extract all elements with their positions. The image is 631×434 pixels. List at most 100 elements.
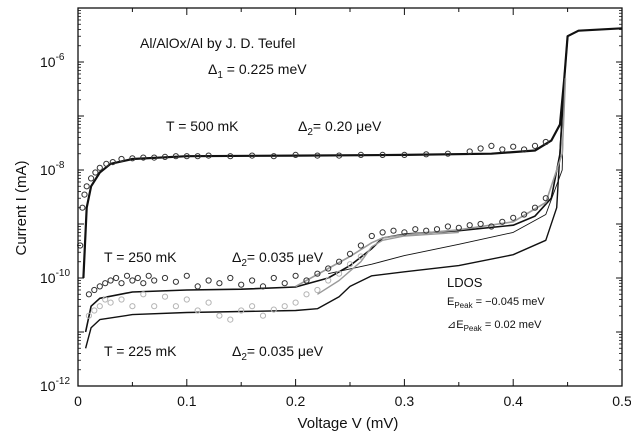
data-point	[477, 145, 484, 152]
data-point	[292, 299, 299, 306]
axes: 0 0.1 0.2 0.3 0.4 0.5 10-6 10-8 10-10 10-12	[40, 7, 631, 409]
data-point	[346, 250, 354, 257]
data-point	[444, 150, 451, 157]
series-line-5	[317, 231, 459, 295]
data-point	[85, 291, 93, 298]
data-point	[205, 299, 212, 306]
x-tick-label: 0	[74, 393, 82, 409]
series-line-1	[84, 36, 569, 333]
data-point	[444, 223, 451, 230]
data-point	[81, 191, 88, 198]
data-point	[118, 296, 125, 303]
y-tick-label: 10-8	[40, 160, 65, 178]
data-point	[259, 283, 267, 290]
x-tick-label: 0.4	[503, 393, 523, 409]
data-point	[249, 303, 256, 310]
data-point	[314, 270, 321, 277]
annotation-t250: T = 250 mK Δ2= 0.035 μeV	[104, 249, 324, 269]
data-point	[140, 280, 147, 287]
data-point	[216, 280, 223, 287]
plot-area	[77, 27, 623, 349]
data-point	[103, 160, 110, 167]
series-line-4	[295, 78, 567, 288]
y-axis-label: Current I (mA)	[13, 160, 30, 255]
annotation-t225: T = 225 mK Δ2= 0.035 μeV	[104, 343, 324, 363]
data-point	[83, 183, 90, 190]
data-point	[113, 274, 120, 282]
data-point	[102, 296, 109, 303]
series-markers-8	[85, 253, 364, 323]
data-point	[227, 316, 234, 323]
data-point	[499, 146, 506, 153]
data-point	[281, 303, 288, 310]
data-point	[123, 272, 131, 279]
data-point	[134, 274, 141, 282]
data-point	[336, 152, 343, 159]
data-point	[303, 291, 310, 298]
data-point	[325, 277, 332, 284]
data-point	[433, 226, 441, 233]
data-point	[325, 265, 332, 272]
data-point	[542, 138, 549, 146]
data-point	[140, 291, 147, 298]
data-point	[499, 218, 506, 225]
data-point	[118, 155, 125, 163]
data-point	[183, 153, 190, 160]
data-point	[249, 277, 256, 284]
data-point	[488, 223, 495, 230]
ldos-delta-epeak: ⊿EPeak = 0.02 meV	[447, 319, 542, 333]
data-point	[183, 296, 190, 303]
y-tick-label: 10-10	[40, 268, 70, 286]
data-point	[118, 280, 125, 287]
x-tick-label: 0.2	[286, 393, 306, 409]
data-point	[412, 226, 419, 233]
data-point	[88, 175, 95, 182]
data-point	[183, 272, 190, 279]
data-point	[172, 303, 179, 310]
data-point	[96, 283, 103, 290]
data-point	[455, 224, 462, 231]
y-tick-label: 10-6	[40, 52, 65, 70]
data-point	[194, 153, 201, 160]
data-point	[390, 227, 397, 234]
x-tick-label: 0.3	[395, 393, 415, 409]
data-point	[401, 151, 408, 158]
x-tick-label: 0.5	[612, 393, 631, 409]
x-axis-label: Voltage V (mV)	[298, 415, 399, 432]
data-point	[521, 211, 528, 218]
data-point	[379, 151, 386, 158]
annotation-t500: T = 500 mK Δ2= 0.20 μeV	[166, 118, 382, 138]
data-point	[466, 222, 473, 229]
data-point	[270, 274, 277, 282]
data-point	[227, 153, 234, 160]
data-point	[488, 142, 495, 149]
ldos-title: LDOS	[447, 275, 483, 290]
data-point	[129, 155, 136, 162]
data-point	[205, 152, 212, 159]
series-markers-7	[85, 195, 549, 298]
data-point	[542, 195, 549, 202]
data-point	[357, 253, 364, 260]
data-point	[303, 277, 310, 284]
series-line-3	[328, 78, 565, 275]
data-point	[161, 274, 169, 282]
series-markers-6	[77, 138, 549, 249]
y-tick-label: 10-12	[40, 376, 70, 394]
data-point	[102, 280, 109, 287]
data-point	[91, 286, 98, 294]
data-point	[379, 229, 386, 236]
data-point	[249, 152, 256, 159]
data-point	[292, 272, 299, 279]
data-point	[151, 277, 158, 284]
data-point	[151, 303, 158, 310]
data-point	[96, 164, 103, 171]
data-point	[510, 143, 517, 150]
data-point	[161, 153, 169, 160]
ldos-epeak: EPeak = −0.045 meV	[447, 296, 545, 310]
data-point	[281, 280, 288, 287]
data-point	[531, 204, 539, 211]
data-point	[205, 277, 212, 284]
data-point	[368, 232, 375, 240]
data-point	[314, 152, 321, 159]
